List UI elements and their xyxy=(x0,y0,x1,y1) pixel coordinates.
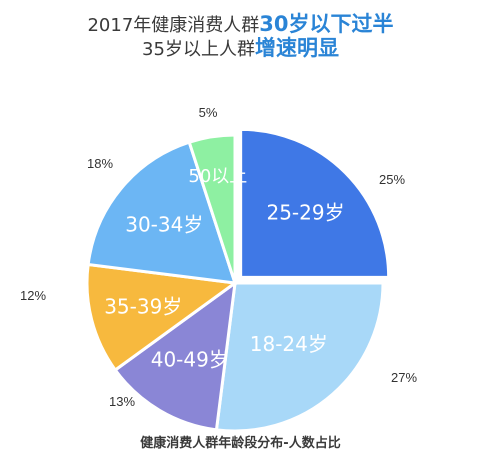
title-line-1: 2017年健康消费人群30岁以下过半 xyxy=(0,8,481,38)
slice-percent-2: 13% xyxy=(109,394,135,409)
pie-slice-0 xyxy=(239,127,391,279)
slice-percent-3: 12% xyxy=(20,288,46,303)
slice-percent-0: 25% xyxy=(379,172,405,187)
pie-slice-3 xyxy=(85,262,239,373)
title-line-2-text: 35岁以上人群 xyxy=(142,39,255,60)
slice-percent-5: 5% xyxy=(199,105,218,120)
pie-slice-1 xyxy=(214,281,385,433)
slice-label-4: 30-34岁 xyxy=(125,213,203,237)
title-line-1-highlight: 30岁以下过半 xyxy=(259,12,394,36)
pie-slice-2 xyxy=(113,279,237,432)
title-line-2-highlight: 增速明显 xyxy=(254,36,339,60)
slice-label-0: 25-29岁 xyxy=(266,200,344,224)
pie-slice-5 xyxy=(187,133,237,284)
slice-label-1: 18-24岁 xyxy=(250,332,328,356)
title-line-2: 35岁以上人群增速明显 xyxy=(0,32,481,62)
slice-label-3: 35-39岁 xyxy=(104,295,182,319)
slice-percent-1: 27% xyxy=(391,370,417,385)
slice-label-2: 40-49岁 xyxy=(151,347,229,371)
pie-slice-4 xyxy=(86,140,238,285)
slice-percent-4: 18% xyxy=(87,156,113,171)
title-line-1-text: 2017年健康消费人群 xyxy=(87,15,260,36)
slice-label-5: 50以上 xyxy=(188,166,247,187)
chart-caption: 健康消费人群年龄段分布-人数占比 xyxy=(140,436,341,451)
